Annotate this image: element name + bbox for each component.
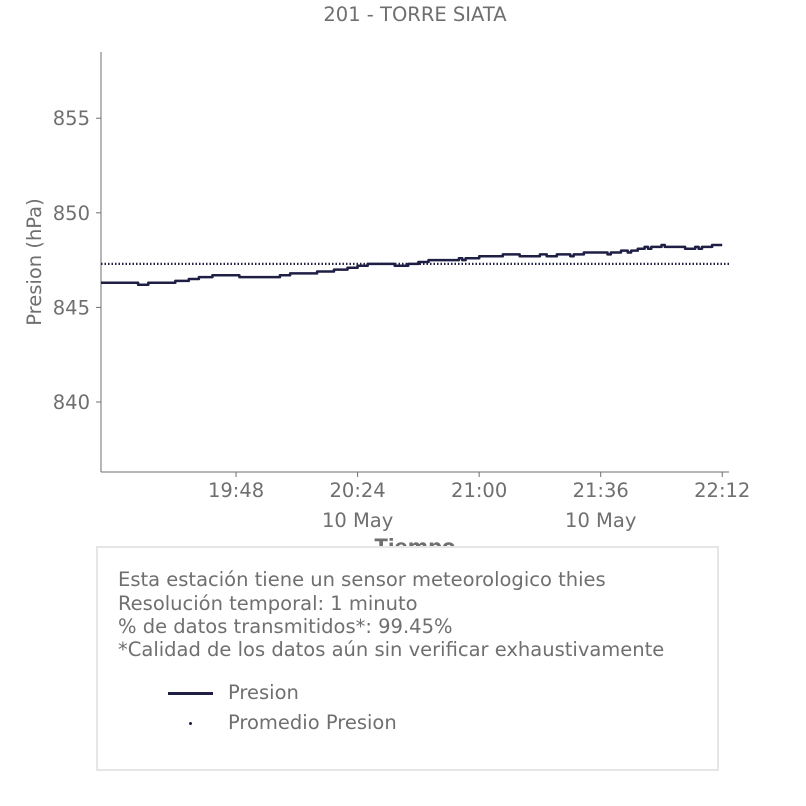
legend-label-presion: Presion xyxy=(228,681,299,704)
info-station-sensor: Esta estación tiene un sensor meteorolog… xyxy=(118,568,606,591)
y-tick-label: 855 xyxy=(53,107,90,130)
info-data-transmitted: % de datos transmitidos*: 99.45% xyxy=(118,615,453,638)
legend-dot-swatch xyxy=(189,722,192,725)
x-tick-date-label: 10 May xyxy=(565,509,636,532)
y-axis-label: Presion (hPa) xyxy=(23,198,46,325)
y-tick-label: 840 xyxy=(53,391,90,414)
x-tick-date-label: 10 May xyxy=(322,509,393,532)
legend-label-promedio: Promedio Presion xyxy=(228,711,397,734)
y-tick-label: 845 xyxy=(53,296,90,319)
plot-area: 840 845 850 855 19:48 20:24 10 May 21:00 21:36 10… xyxy=(53,52,750,532)
y-tick-label: 850 xyxy=(53,202,90,225)
chart-title: 201 - TORRE SIATA xyxy=(323,3,507,26)
info-quality-note: *Calidad de los datos aún sin verificar … xyxy=(118,638,665,661)
x-tick-label: 21:00 xyxy=(451,479,507,502)
series-presion xyxy=(101,243,723,286)
x-tick-label: 22:12 xyxy=(694,479,750,502)
info-temporal-resolution: Resolución temporal: 1 minuto xyxy=(118,592,418,615)
x-tick-label: 19:48 xyxy=(208,479,264,502)
pressure-chart: 201 - TORRE SIATA 840 845 850 855 19:48 20:24… xyxy=(23,3,750,558)
legend-line-swatch xyxy=(168,692,213,695)
x-tick-label: 21:36 xyxy=(573,479,629,502)
info-legend-box: Esta estación tiene un sensor meteorolog… xyxy=(96,546,719,771)
x-tick-label: 20:24 xyxy=(330,479,386,502)
